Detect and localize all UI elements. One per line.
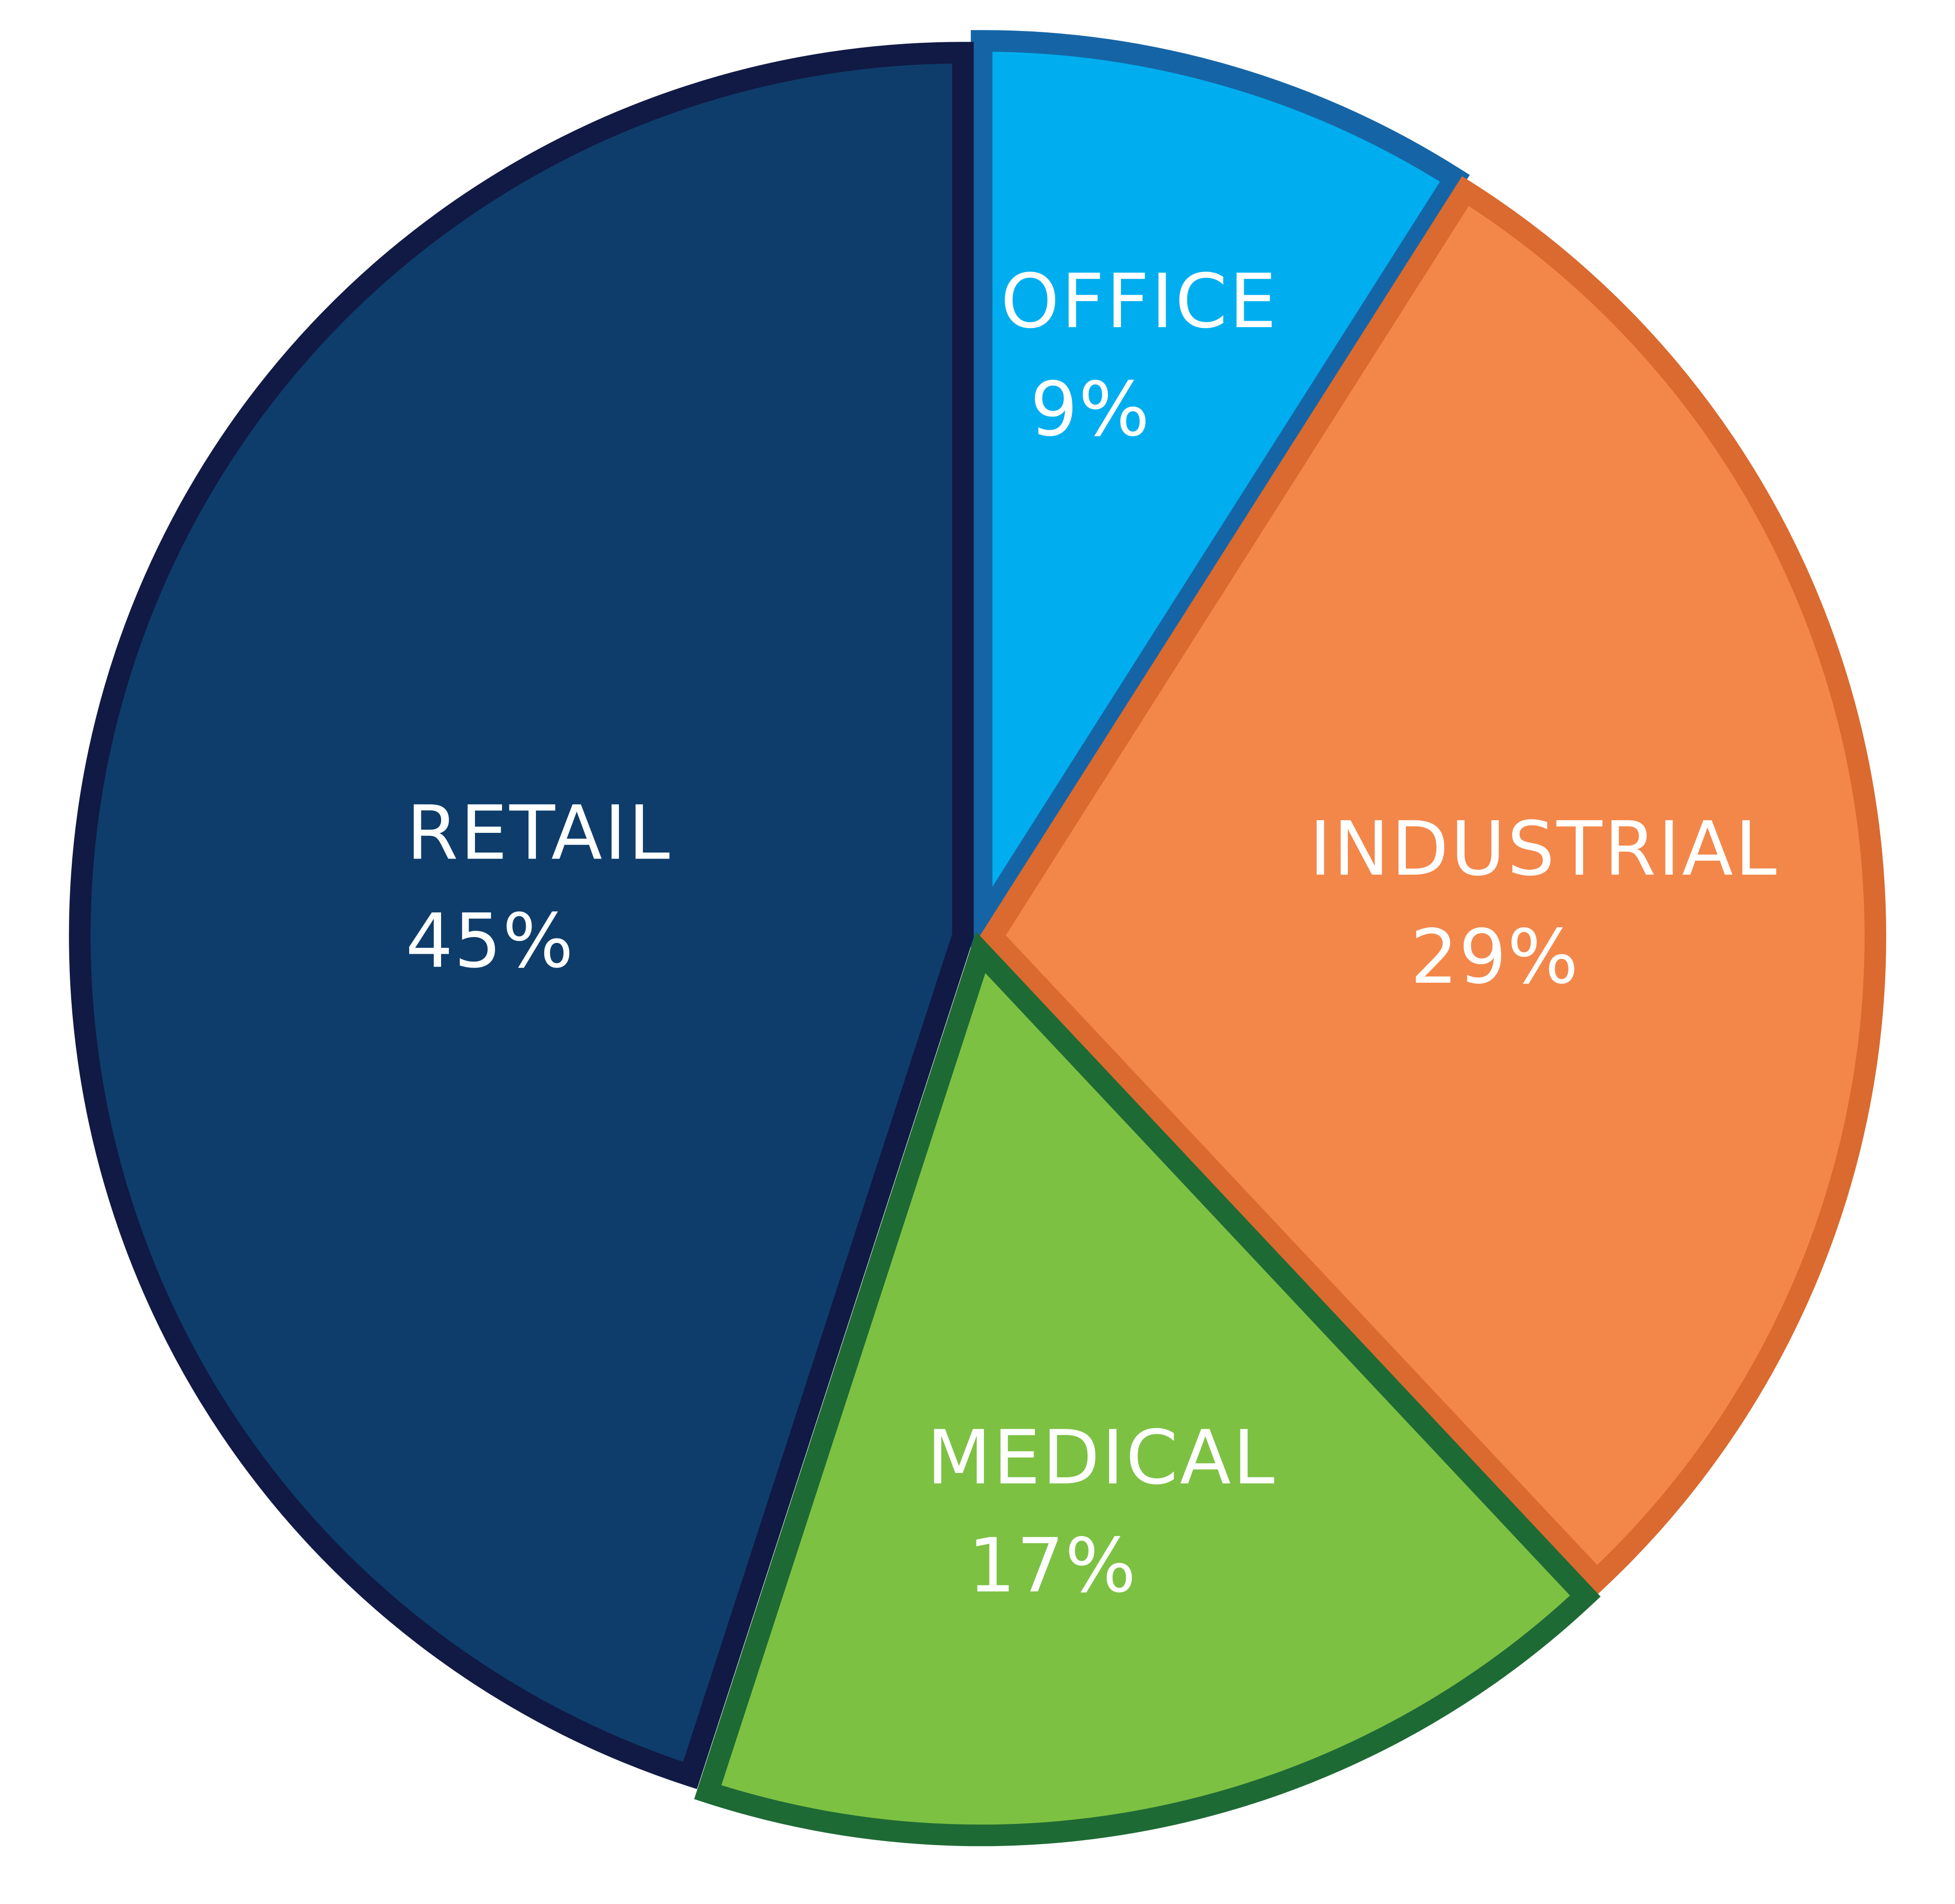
pie-slice-medical: [694, 932, 1601, 1847]
slice-label-office: OFFICE: [1001, 258, 1279, 345]
slice-value-retail: 45%: [406, 898, 575, 985]
pie-slice-office: [971, 30, 1470, 961]
pie-slices: [69, 30, 1886, 1847]
slice-value-office: 9%: [1030, 366, 1150, 453]
slice-value-medical: 17%: [968, 1522, 1137, 1609]
slice-label-medical: MEDICAL: [927, 1414, 1277, 1501]
slice-value-industrial: 29%: [1410, 913, 1579, 1000]
pie-slice-industrial: [978, 176, 1886, 1596]
slice-label-retail: RETAIL: [406, 790, 671, 877]
pie-labels: OFFICE 9% INDUSTRIAL 29% MEDICAL 17% RETAIL 45%: [406, 258, 1779, 1609]
pie-slice-retail: [69, 42, 974, 1790]
slice-label-industrial: INDUSTRIAL: [1310, 805, 1779, 892]
